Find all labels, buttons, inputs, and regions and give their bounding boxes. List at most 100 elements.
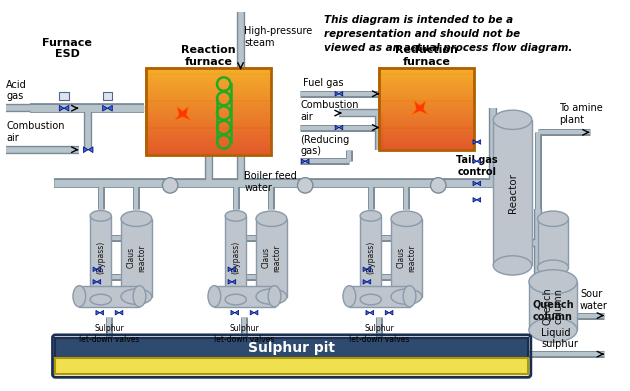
- Polygon shape: [83, 147, 88, 152]
- Text: Reaction
furnace: Reaction furnace: [181, 45, 236, 67]
- Ellipse shape: [529, 270, 577, 294]
- Polygon shape: [93, 267, 97, 272]
- Ellipse shape: [90, 294, 112, 305]
- Polygon shape: [97, 267, 101, 272]
- Polygon shape: [363, 280, 367, 284]
- Ellipse shape: [225, 210, 246, 221]
- Polygon shape: [367, 280, 370, 284]
- Text: (Bypass): (Bypass): [366, 241, 375, 274]
- Polygon shape: [477, 197, 481, 202]
- Text: High-pressure
steam: High-pressure steam: [244, 26, 312, 48]
- Polygon shape: [88, 147, 93, 152]
- Polygon shape: [96, 310, 100, 315]
- Polygon shape: [59, 105, 64, 111]
- Text: Sulphur pit: Sulphur pit: [248, 341, 335, 355]
- Text: Claus
reactor: Claus reactor: [261, 244, 281, 271]
- Ellipse shape: [256, 211, 287, 226]
- Text: Reactor: Reactor: [508, 172, 517, 213]
- Text: Boiler feed
water: Boiler feed water: [244, 171, 297, 192]
- Bar: [379, 68, 474, 150]
- Text: Sulphur
let-down valves: Sulphur let-down valves: [79, 324, 140, 344]
- Polygon shape: [477, 159, 481, 163]
- Polygon shape: [250, 310, 254, 315]
- Ellipse shape: [529, 318, 577, 342]
- Polygon shape: [228, 280, 232, 284]
- Ellipse shape: [225, 294, 246, 305]
- Polygon shape: [64, 105, 69, 111]
- Polygon shape: [174, 106, 192, 121]
- Polygon shape: [339, 91, 343, 96]
- Ellipse shape: [391, 289, 422, 304]
- Polygon shape: [231, 310, 235, 315]
- Ellipse shape: [360, 210, 381, 221]
- Polygon shape: [228, 267, 232, 272]
- Ellipse shape: [493, 256, 532, 275]
- Ellipse shape: [133, 286, 146, 307]
- Polygon shape: [119, 310, 123, 315]
- Bar: [225, 216, 246, 300]
- Polygon shape: [232, 280, 236, 284]
- Bar: [350, 286, 410, 307]
- Text: Acid
gas: Acid gas: [6, 80, 27, 102]
- Bar: [146, 68, 272, 154]
- Circle shape: [297, 178, 313, 193]
- Polygon shape: [385, 310, 389, 315]
- Bar: [391, 219, 422, 297]
- Bar: [537, 219, 568, 268]
- Text: This diagram is intended to be a
representation and should not be
viewed as an a: This diagram is intended to be a represe…: [324, 15, 573, 53]
- Text: (Bypass): (Bypass): [231, 241, 240, 274]
- Polygon shape: [301, 159, 305, 163]
- Polygon shape: [254, 310, 258, 315]
- Text: Quench
column: Quench column: [532, 300, 574, 321]
- Polygon shape: [335, 91, 339, 96]
- Bar: [55, 338, 528, 358]
- Circle shape: [430, 178, 446, 193]
- Polygon shape: [477, 181, 481, 186]
- Ellipse shape: [90, 210, 112, 221]
- Text: Sulphur
let-down valves: Sulphur let-down valves: [349, 324, 410, 344]
- Text: Claus
reactor: Claus reactor: [397, 244, 416, 271]
- Polygon shape: [363, 267, 367, 272]
- Text: Combustion
air: Combustion air: [301, 100, 359, 122]
- Polygon shape: [370, 310, 374, 315]
- Ellipse shape: [403, 286, 416, 307]
- Ellipse shape: [391, 211, 422, 226]
- Polygon shape: [473, 181, 477, 186]
- Bar: [59, 92, 69, 100]
- Polygon shape: [367, 267, 370, 272]
- Text: (Reducing
gas): (Reducing gas): [301, 135, 350, 156]
- Ellipse shape: [121, 211, 152, 226]
- Bar: [103, 92, 112, 100]
- Ellipse shape: [360, 294, 381, 305]
- Ellipse shape: [208, 286, 220, 307]
- Ellipse shape: [121, 289, 152, 304]
- Text: Quench
column: Quench column: [542, 287, 564, 325]
- Text: Claus
reactor: Claus reactor: [127, 244, 146, 271]
- Polygon shape: [235, 310, 239, 315]
- Ellipse shape: [493, 110, 532, 129]
- Ellipse shape: [537, 211, 568, 226]
- Circle shape: [163, 178, 178, 193]
- Polygon shape: [477, 140, 481, 144]
- Bar: [79, 286, 139, 307]
- Polygon shape: [473, 140, 477, 144]
- Bar: [121, 219, 152, 297]
- Bar: [493, 120, 532, 265]
- Polygon shape: [366, 310, 370, 315]
- Ellipse shape: [537, 260, 568, 275]
- Text: Reduction
furnace: Reduction furnace: [395, 45, 458, 67]
- Text: To amine
plant: To amine plant: [559, 103, 602, 125]
- Text: (Bypass): (Bypass): [96, 241, 105, 274]
- Ellipse shape: [256, 289, 287, 304]
- Text: Liquid
sulphur: Liquid sulphur: [541, 328, 578, 349]
- Polygon shape: [100, 310, 103, 315]
- Polygon shape: [339, 125, 343, 130]
- Polygon shape: [473, 197, 477, 202]
- Bar: [529, 282, 577, 330]
- Polygon shape: [411, 100, 428, 115]
- Polygon shape: [335, 125, 339, 130]
- Polygon shape: [473, 159, 477, 163]
- Polygon shape: [305, 159, 309, 163]
- Bar: [360, 216, 381, 300]
- Text: Tail gas
control: Tail gas control: [456, 155, 498, 177]
